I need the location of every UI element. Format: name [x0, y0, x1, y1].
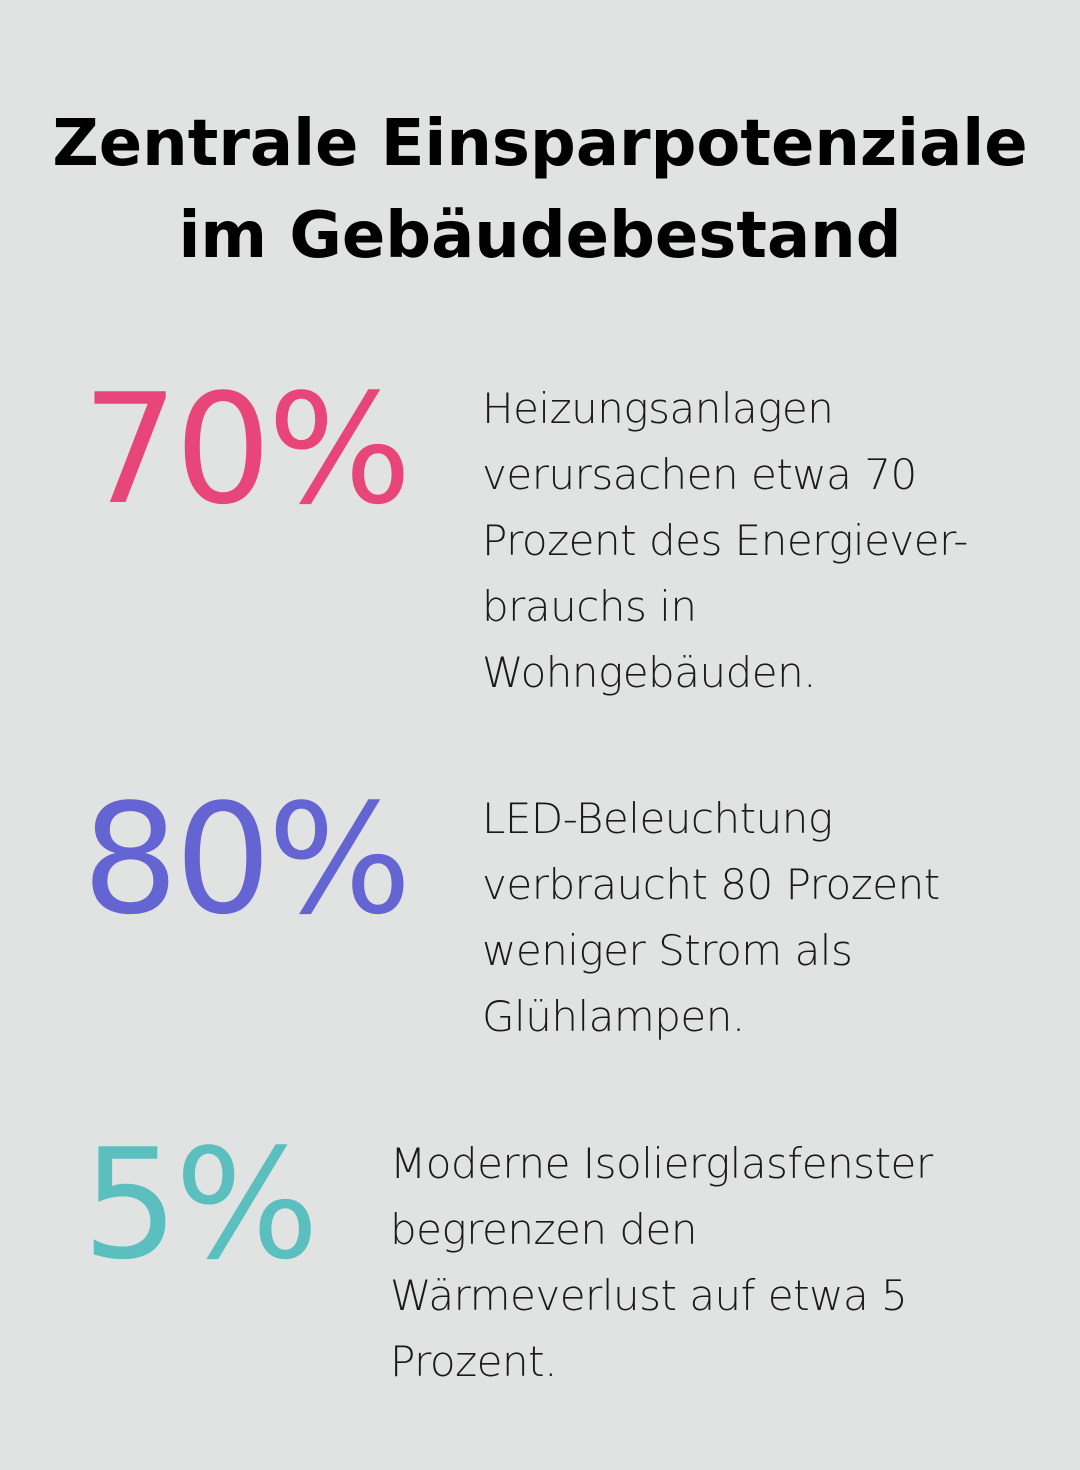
- stat-description-line: Wärmeverlust auf etwa 5: [390, 1271, 908, 1320]
- stat-description-line: brauchs in: [482, 582, 697, 631]
- stat-description-line: LED-Beleuchtung: [482, 794, 833, 843]
- stat-description-line: Prozent.: [390, 1337, 557, 1386]
- stat-description-line: Prozent des Energiever-: [482, 516, 968, 565]
- stat-description-heating: Heizungsanlagen verursachen etwa 70 Proz…: [482, 376, 968, 706]
- stat-description-line: Heizungsanlagen: [482, 384, 834, 433]
- stat-description-line: Moderne Isolierglasfenster: [390, 1139, 933, 1188]
- stat-description-line: weniger Strom als: [482, 926, 853, 975]
- title-line-1: Zentrale Einsparpotenziale: [52, 107, 1028, 181]
- stat-description-line: verbraucht 80 Prozent: [482, 860, 940, 909]
- title-line-2: im Gebäudebestand: [178, 199, 902, 273]
- stat-description-line: Wohngebäuden.: [482, 648, 817, 697]
- stat-description-line: verursachen etwa 70: [482, 450, 917, 499]
- stat-description-line: begrenzen den: [390, 1205, 697, 1254]
- stat-value-led: 80%: [82, 771, 412, 948]
- stat-value-windows: 5%: [82, 1116, 319, 1293]
- stat-value-heating: 70%: [82, 361, 412, 538]
- stat-description-windows: Moderne Isolierglasfenster begrenzen den…: [390, 1131, 933, 1395]
- stat-description-line: Glühlampen.: [482, 992, 745, 1041]
- stat-description-led: LED-Beleuchtung verbraucht 80 Prozent we…: [482, 786, 940, 1050]
- infographic-title: Zentrale Einsparpotenziale im Gebäudebes…: [0, 98, 1080, 282]
